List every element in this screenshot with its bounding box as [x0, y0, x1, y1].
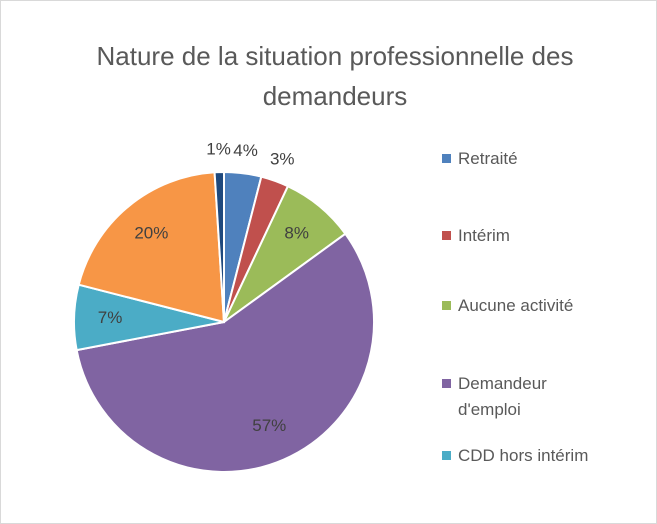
legend-item: Retraité: [442, 146, 642, 172]
legend-swatch: [442, 451, 451, 460]
legend-item: Intérim: [442, 223, 642, 249]
pie-slice: [75, 232, 375, 473]
legend-label: Retraité: [458, 149, 518, 168]
data-label: 20%: [134, 224, 168, 243]
legend-label: Demandeur d'emploi: [458, 374, 547, 419]
data-label: 57%: [252, 416, 286, 435]
legend-item: Demandeur d'emploi: [442, 371, 642, 423]
data-label: 7%: [98, 308, 123, 327]
legend-label: Aucune activité: [458, 296, 574, 315]
legend-swatch: [442, 231, 451, 240]
pie-slice: [77, 171, 226, 324]
chart-title: Nature de la situation professionnelle d…: [96, 41, 574, 111]
legend-label: CDD hors intérim: [458, 446, 589, 465]
data-label: 4%: [233, 141, 258, 160]
legend-item: Aucune activité: [442, 293, 642, 319]
legend-label: Intérim: [458, 226, 510, 245]
legend-swatch: [442, 379, 451, 388]
legend-swatch: [442, 301, 451, 310]
data-label: 1%: [206, 140, 231, 159]
legend-swatch: [442, 154, 451, 163]
legend-item: CDD hors intérim: [442, 443, 642, 469]
pie-slice: [213, 170, 225, 323]
data-label: 3%: [270, 150, 295, 169]
data-label: 8%: [284, 224, 309, 243]
